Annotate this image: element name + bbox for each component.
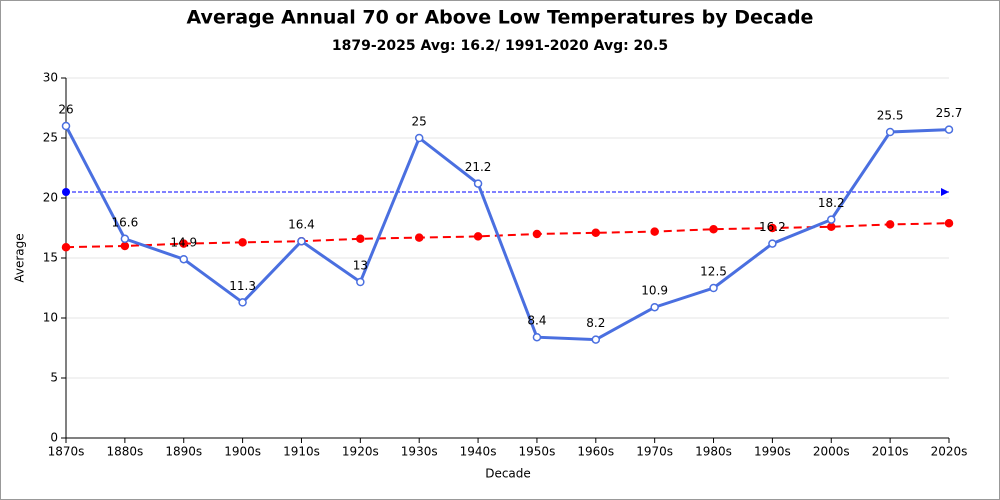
y-tick-label: 5 <box>50 371 58 385</box>
reference-point <box>62 188 70 196</box>
data-point <box>414 233 424 242</box>
data-point <box>709 283 718 293</box>
data-label: 13 <box>353 259 368 273</box>
series-line <box>65 222 950 249</box>
data-point <box>885 220 895 229</box>
x-tick-label: 1950s <box>519 445 556 459</box>
y-tick-label: 20 <box>43 191 58 205</box>
data-label: 16.6 <box>112 215 139 229</box>
x-tick-label: 1870s <box>48 445 85 459</box>
data-label: 26 <box>58 103 73 117</box>
x-tick-label: 2020s <box>931 445 968 459</box>
data-point <box>356 277 365 287</box>
data-label: 8.4 <box>527 314 546 328</box>
x-tick-label: 1910s <box>283 445 320 459</box>
x-tick-label: 1990s <box>754 445 791 459</box>
chart-title: Average Annual 70 or Above Low Temperatu… <box>187 7 814 29</box>
data-point <box>356 234 365 244</box>
data-point <box>532 332 542 342</box>
data-point <box>944 125 954 134</box>
data-label: 25.5 <box>877 109 904 123</box>
data-label: 21.2 <box>465 160 492 174</box>
data-point <box>238 298 247 307</box>
series-line <box>64 125 950 342</box>
y-axis-label: Average <box>13 233 27 282</box>
data-point <box>944 218 954 228</box>
y-tick-label: 10 <box>43 311 58 325</box>
data-label: 14.9 <box>170 236 197 250</box>
data-point <box>591 335 601 344</box>
chart-subtitle: 1879-2025 Avg: 16.2/ 1991-2020 Avg: 20.5 <box>332 38 668 54</box>
x-tick-label: 2000s <box>813 445 850 459</box>
x-tick-label: 2010s <box>872 445 909 459</box>
data-point <box>61 242 71 252</box>
data-point <box>650 302 659 312</box>
x-tick-label: 1980s <box>695 445 732 459</box>
data-label: 16.2 <box>759 220 786 234</box>
data-point <box>238 238 247 247</box>
x-tick-label: 1900s <box>224 445 261 459</box>
x-tick-label: 1930s <box>401 445 438 459</box>
data-point <box>768 239 777 248</box>
x-tick-label: 1880s <box>106 445 143 459</box>
x-tick-label: 1940s <box>460 445 497 459</box>
data-point <box>473 179 483 188</box>
data-point <box>120 241 130 251</box>
data-label: 25 <box>412 115 427 129</box>
data-point <box>61 121 71 131</box>
data-point <box>885 127 895 137</box>
data-label: 8.2 <box>586 316 605 330</box>
x-tick-label: 1920s <box>342 445 379 459</box>
data-point <box>120 234 130 244</box>
data-label: 16.4 <box>288 218 315 232</box>
y-tick-label: 15 <box>43 251 58 265</box>
data-point <box>473 232 483 241</box>
x-tick-label: 1960s <box>577 445 614 459</box>
data-point <box>650 227 659 236</box>
y-tick-label: 30 <box>43 71 58 85</box>
data-point <box>709 224 718 234</box>
data-point <box>297 236 306 246</box>
data-point <box>179 239 188 248</box>
x-tick-label: 1890s <box>165 445 202 459</box>
data-point <box>179 254 188 264</box>
data-point <box>827 222 836 232</box>
y-tick-label: 25 <box>43 131 58 145</box>
data-label: 11.3 <box>229 279 256 293</box>
data-point <box>532 229 542 239</box>
data-label: 25.7 <box>936 106 963 120</box>
data-label: 10.9 <box>641 284 668 298</box>
y-tick-label: 0 <box>50 431 58 445</box>
data-label: 18.2 <box>818 196 845 210</box>
x-axis-label: Decade <box>485 467 531 481</box>
data-point <box>414 133 424 143</box>
data-point <box>768 223 777 233</box>
data-point <box>827 215 836 224</box>
data-point <box>591 228 601 238</box>
x-tick-label: 1970s <box>636 445 673 459</box>
data-label: 12.5 <box>700 265 727 279</box>
